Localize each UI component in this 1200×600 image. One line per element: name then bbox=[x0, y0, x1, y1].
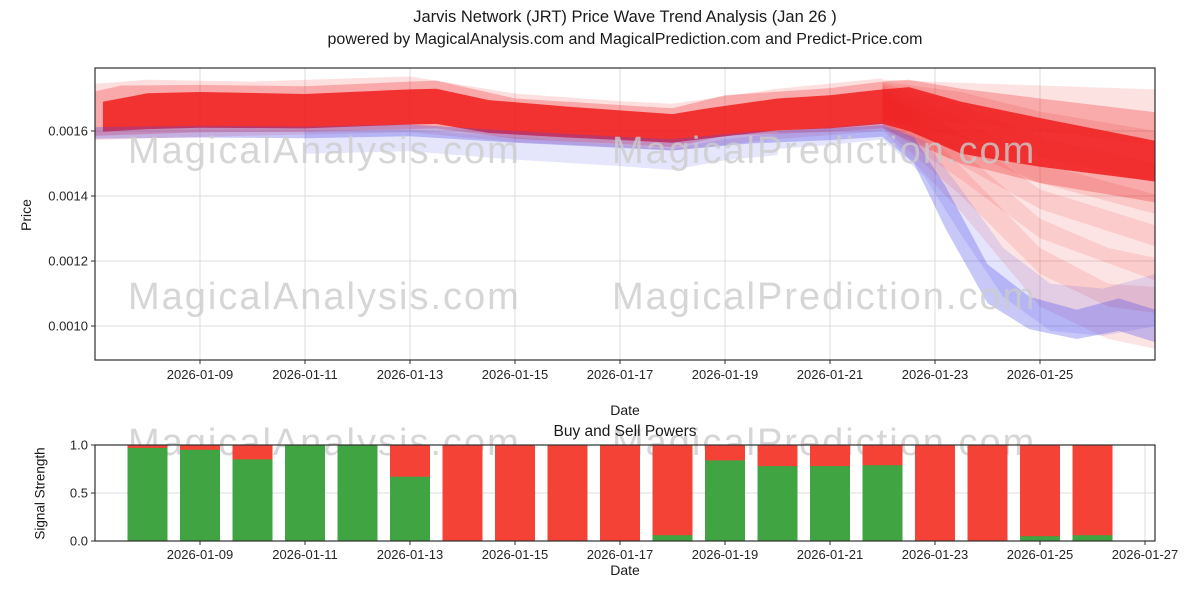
red-trend-band bbox=[95, 79, 1155, 203]
red-trend-band bbox=[95, 76, 883, 151]
y-tick-label: 0.0014 bbox=[48, 189, 88, 204]
buy-bar bbox=[862, 465, 903, 541]
buy-bar bbox=[232, 459, 273, 541]
buy-bar bbox=[1072, 535, 1113, 541]
sell-bar bbox=[442, 445, 483, 541]
buy-bar bbox=[1020, 536, 1060, 541]
sell-bar bbox=[652, 445, 693, 541]
sell-bar bbox=[1072, 445, 1113, 541]
buy-bar bbox=[652, 535, 693, 541]
buy-bar bbox=[337, 445, 378, 541]
date-axis-label-bottom: Date bbox=[610, 562, 640, 578]
red-trend-band bbox=[102, 87, 1155, 182]
price-wave-bands bbox=[95, 76, 1155, 349]
y-tick-label: 0.5 bbox=[70, 486, 88, 501]
x-tick-label: 2026-01-25 bbox=[1007, 367, 1074, 382]
x-tick-label: 2026-01-25 bbox=[1007, 547, 1074, 562]
blue-trend-band bbox=[305, 129, 778, 170]
red-trend-band bbox=[882, 88, 1155, 313]
buy-bar bbox=[810, 466, 850, 541]
chart-title: Jarvis Network (JRT) Price Wave Trend An… bbox=[413, 8, 837, 26]
x-tick-label: 2026-01-13 bbox=[377, 367, 444, 382]
x-tick-label: 2026-01-09 bbox=[167, 547, 234, 562]
red-trend-band bbox=[882, 81, 1155, 183]
x-tick-label: 2026-01-21 bbox=[797, 367, 864, 382]
red-trend-band bbox=[882, 84, 1155, 247]
y-tick-label: 1.0 bbox=[70, 438, 88, 453]
blue-trend-band bbox=[777, 122, 1155, 336]
signal-chart-ticks: 2026-01-09 2026-01-11 2026-01-13 2026-01-15… bbox=[70, 438, 1178, 563]
red-trend-band bbox=[882, 82, 1155, 214]
y-tick-label: 0.0016 bbox=[48, 124, 88, 139]
red-trend-band bbox=[882, 90, 1155, 349]
x-tick-label: 2026-01-11 bbox=[272, 547, 338, 562]
sell-bar bbox=[967, 445, 1008, 541]
x-tick-label: 2026-01-13 bbox=[377, 547, 444, 562]
y-tick-label: 0.0010 bbox=[48, 319, 88, 334]
x-tick-label: 2026-01-19 bbox=[692, 367, 759, 382]
sell-bar bbox=[547, 445, 588, 541]
date-axis-label-top: Date bbox=[610, 402, 640, 418]
blue-trend-band bbox=[95, 124, 1155, 343]
x-tick-label: 2026-01-09 bbox=[167, 367, 234, 382]
sell-bar bbox=[495, 445, 535, 541]
price-chart-ticks: 2026-01-09 2026-01-11 2026-01-13 2026-01-15… bbox=[48, 124, 1073, 383]
y-tick-label: 0.0012 bbox=[48, 254, 88, 269]
buy-bar bbox=[127, 447, 168, 541]
chart-subtitle: powered by MagicalAnalysis.com and Magic… bbox=[327, 31, 923, 48]
x-tick-label: 2026-01-27 bbox=[1112, 547, 1179, 562]
x-tick-label: 2026-01-17 bbox=[587, 367, 654, 382]
price-axis-label: Price bbox=[18, 199, 34, 231]
sell-bar bbox=[915, 445, 955, 541]
x-tick-label: 2026-01-11 bbox=[272, 367, 338, 382]
x-tick-label: 2026-01-17 bbox=[587, 547, 654, 562]
buy-bar bbox=[180, 449, 220, 541]
buy-bar bbox=[705, 460, 745, 541]
x-tick-label: 2026-01-21 bbox=[797, 547, 864, 562]
sell-bar bbox=[1020, 445, 1060, 541]
x-tick-label: 2026-01-15 bbox=[482, 367, 549, 382]
price-chart-frame bbox=[94, 67, 1156, 361]
x-tick-label: 2026-01-23 bbox=[902, 367, 969, 382]
buy-bar bbox=[285, 445, 325, 541]
signal-strength-axis-label: Signal Strength bbox=[32, 447, 48, 540]
buy-sell-bars bbox=[127, 445, 1113, 541]
sell-bar bbox=[600, 445, 640, 541]
buy-bar bbox=[757, 466, 798, 541]
red-trend-band bbox=[882, 86, 1155, 281]
red-trend-band bbox=[882, 79, 1155, 146]
buy-bar bbox=[390, 476, 430, 541]
bar-chart-title: Buy and Sell Powers bbox=[553, 423, 697, 440]
x-tick-label: 2026-01-19 bbox=[692, 547, 759, 562]
x-tick-label: 2026-01-23 bbox=[902, 547, 969, 562]
x-tick-label: 2026-01-15 bbox=[482, 547, 549, 562]
y-tick-label: 0.0 bbox=[70, 534, 88, 549]
